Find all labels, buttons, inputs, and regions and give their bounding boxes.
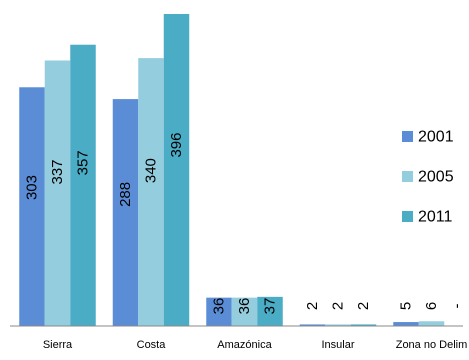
- bar-2001-1: [19, 87, 45, 327]
- legend: 2001 2005 2011: [402, 129, 454, 226]
- data-label-2011-5: -: [449, 304, 466, 309]
- bar-2005-1: [44, 60, 71, 326]
- legend-label-2005: 2005: [418, 169, 454, 186]
- category-label-4: Insular: [321, 339, 354, 351]
- legend-swatch-2001: [402, 131, 413, 142]
- category-label-5: Zona no Delim: [396, 339, 468, 351]
- data-label-2001-5: 5: [398, 302, 415, 310]
- bars-layer: [19, 14, 445, 327]
- data-label-2005-5: 6: [423, 302, 440, 310]
- legend-swatch-2011: [402, 211, 413, 222]
- data-label-2011-2: 396: [168, 133, 185, 158]
- data-label-2005-3: 36: [236, 298, 253, 315]
- legend-swatch-2005: [402, 171, 413, 182]
- bar-2011-2: [163, 14, 190, 326]
- bar-2001-5: [393, 322, 419, 326]
- data-label-2001-1: 303: [24, 175, 41, 200]
- data-label-2001-2: 288: [117, 182, 134, 207]
- legend-label-2011: 2011: [418, 209, 453, 226]
- bar-2001-2: [112, 99, 139, 326]
- category-label-3: Amazónica: [217, 339, 272, 351]
- bar-2005-5: [418, 321, 445, 326]
- bar-2011-4: [350, 324, 377, 326]
- data-label-2001-4: 2: [304, 302, 321, 310]
- bar-2011-1: [70, 44, 96, 326]
- category-label-1: Sierra: [43, 339, 73, 351]
- data-label-2005-4: 2: [330, 302, 347, 310]
- bar-2001-4: [299, 324, 326, 326]
- bar-2001-3: [206, 297, 232, 326]
- bar-2011-3: [257, 296, 283, 326]
- data-label-2001-3: 36: [211, 298, 228, 315]
- bar-2005-4: [325, 324, 351, 326]
- legend-label-2001: 2001: [418, 129, 454, 146]
- bar-2005-3: [231, 297, 258, 326]
- data-label-2005-1: 337: [49, 159, 66, 184]
- data-label-2011-1: 357: [75, 150, 92, 175]
- data-label-2011-4: 2: [355, 302, 372, 310]
- bar-2005-2: [138, 58, 164, 327]
- data-label-2005-2: 340: [143, 158, 160, 183]
- category-label-2: Costa: [137, 339, 167, 351]
- data-label-2011-3: 37: [262, 298, 279, 315]
- category-labels-layer: Sierra Costa Amazónica Insular Zona no Delim: [43, 339, 467, 351]
